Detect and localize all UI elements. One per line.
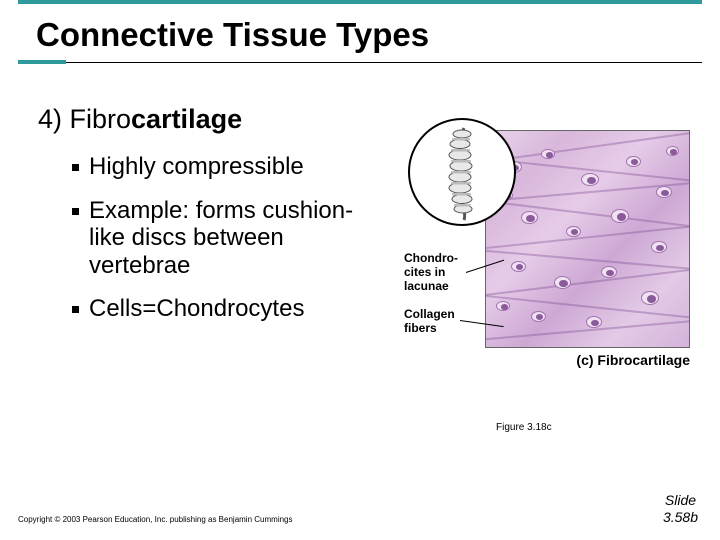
figure-area: Chondro- cites in lacunae Collagen fiber… (400, 130, 690, 390)
bullet-text: Highly compressible (89, 153, 304, 181)
label-collagen: Collagen fibers (404, 308, 455, 336)
list-item: Cells=Chondrocytes (72, 295, 378, 323)
label-chondrocytes: Chondro- cites in lacunae (404, 252, 458, 293)
slide-number-line1: Slide (665, 492, 696, 508)
slide-number: Slide 3.58b (663, 492, 698, 526)
spine-inset-circle (408, 118, 516, 226)
bullet-text: Example: forms cushion-like discs betwee… (89, 197, 378, 280)
bullet-list: Highly compressible Example: forms cushi… (38, 153, 378, 323)
list-item: Example: forms cushion-like discs betwee… (72, 197, 378, 280)
slide-title: Connective Tissue Types (0, 6, 720, 60)
heading-prefix: 4) Fibro (38, 104, 131, 134)
accent-bar-top (18, 0, 702, 4)
heading-bold: cartilage (131, 104, 242, 134)
copyright-text: Copyright © 2003 Pearson Education, Inc.… (18, 515, 293, 524)
list-item: Highly compressible (72, 153, 378, 181)
slide-number-line2: 3.58b (663, 509, 698, 525)
title-bar: Connective Tissue Types (0, 0, 720, 64)
figure-caption: (c) Fibrocartilage (576, 352, 690, 368)
bullet-dot-icon (72, 208, 79, 215)
title-rule (66, 62, 702, 63)
bullet-dot-icon (72, 164, 79, 171)
bullet-text: Cells=Chondrocytes (89, 295, 304, 323)
histology-image (485, 130, 690, 348)
figure-reference: Figure 3.18c (496, 422, 552, 433)
spine-icon (410, 120, 516, 226)
bullet-dot-icon (72, 306, 79, 313)
